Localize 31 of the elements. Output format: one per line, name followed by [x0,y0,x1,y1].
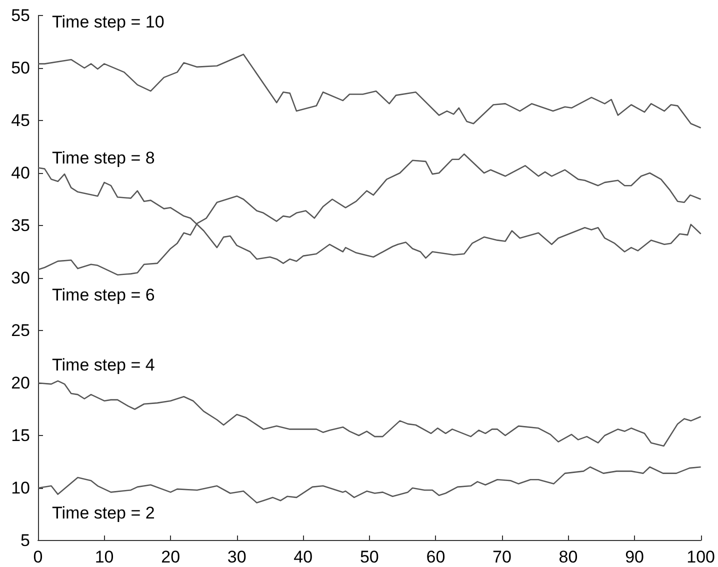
x-tick-label: 40 [294,548,313,566]
y-tick-label: 30 [11,268,30,288]
annotation: Time step = 8 [52,148,155,168]
x-tick-label: 100 [686,548,716,566]
annotation: Time step = 10 [52,12,164,32]
x-tick-label: 90 [625,548,644,566]
y-tick-label: 45 [11,111,30,130]
annotation: Time step = 2 [52,504,155,522]
x-tick-label: 20 [161,548,180,566]
y-tick-label: 10 [11,478,30,498]
y-tick-label: 20 [11,374,30,392]
y-tick-label: 35 [11,216,30,235]
annotation: Time step = 4 [52,356,155,374]
y-tick-label: 15 [11,426,30,445]
y-tick-label: 40 [11,164,30,182]
x-tick-label: 80 [558,548,578,566]
line-series [37,54,702,128]
x-tick-label: 50 [360,548,379,566]
x-tick-label: 60 [426,548,446,566]
annotation: Time step = 6 [52,286,155,304]
y-tick-label: 5 [20,531,30,550]
line-series [37,380,702,447]
x-tick-label: 0 [33,548,43,566]
x-tick-label: 10 [94,548,114,566]
x-tick-label: 70 [492,548,512,566]
y-tick-label: 55 [11,6,30,25]
line-series [37,466,702,504]
line-series [37,153,702,276]
y-tick-label: 50 [11,58,30,78]
y-tick-label: 25 [11,321,30,340]
x-tick-label: 30 [227,548,246,566]
